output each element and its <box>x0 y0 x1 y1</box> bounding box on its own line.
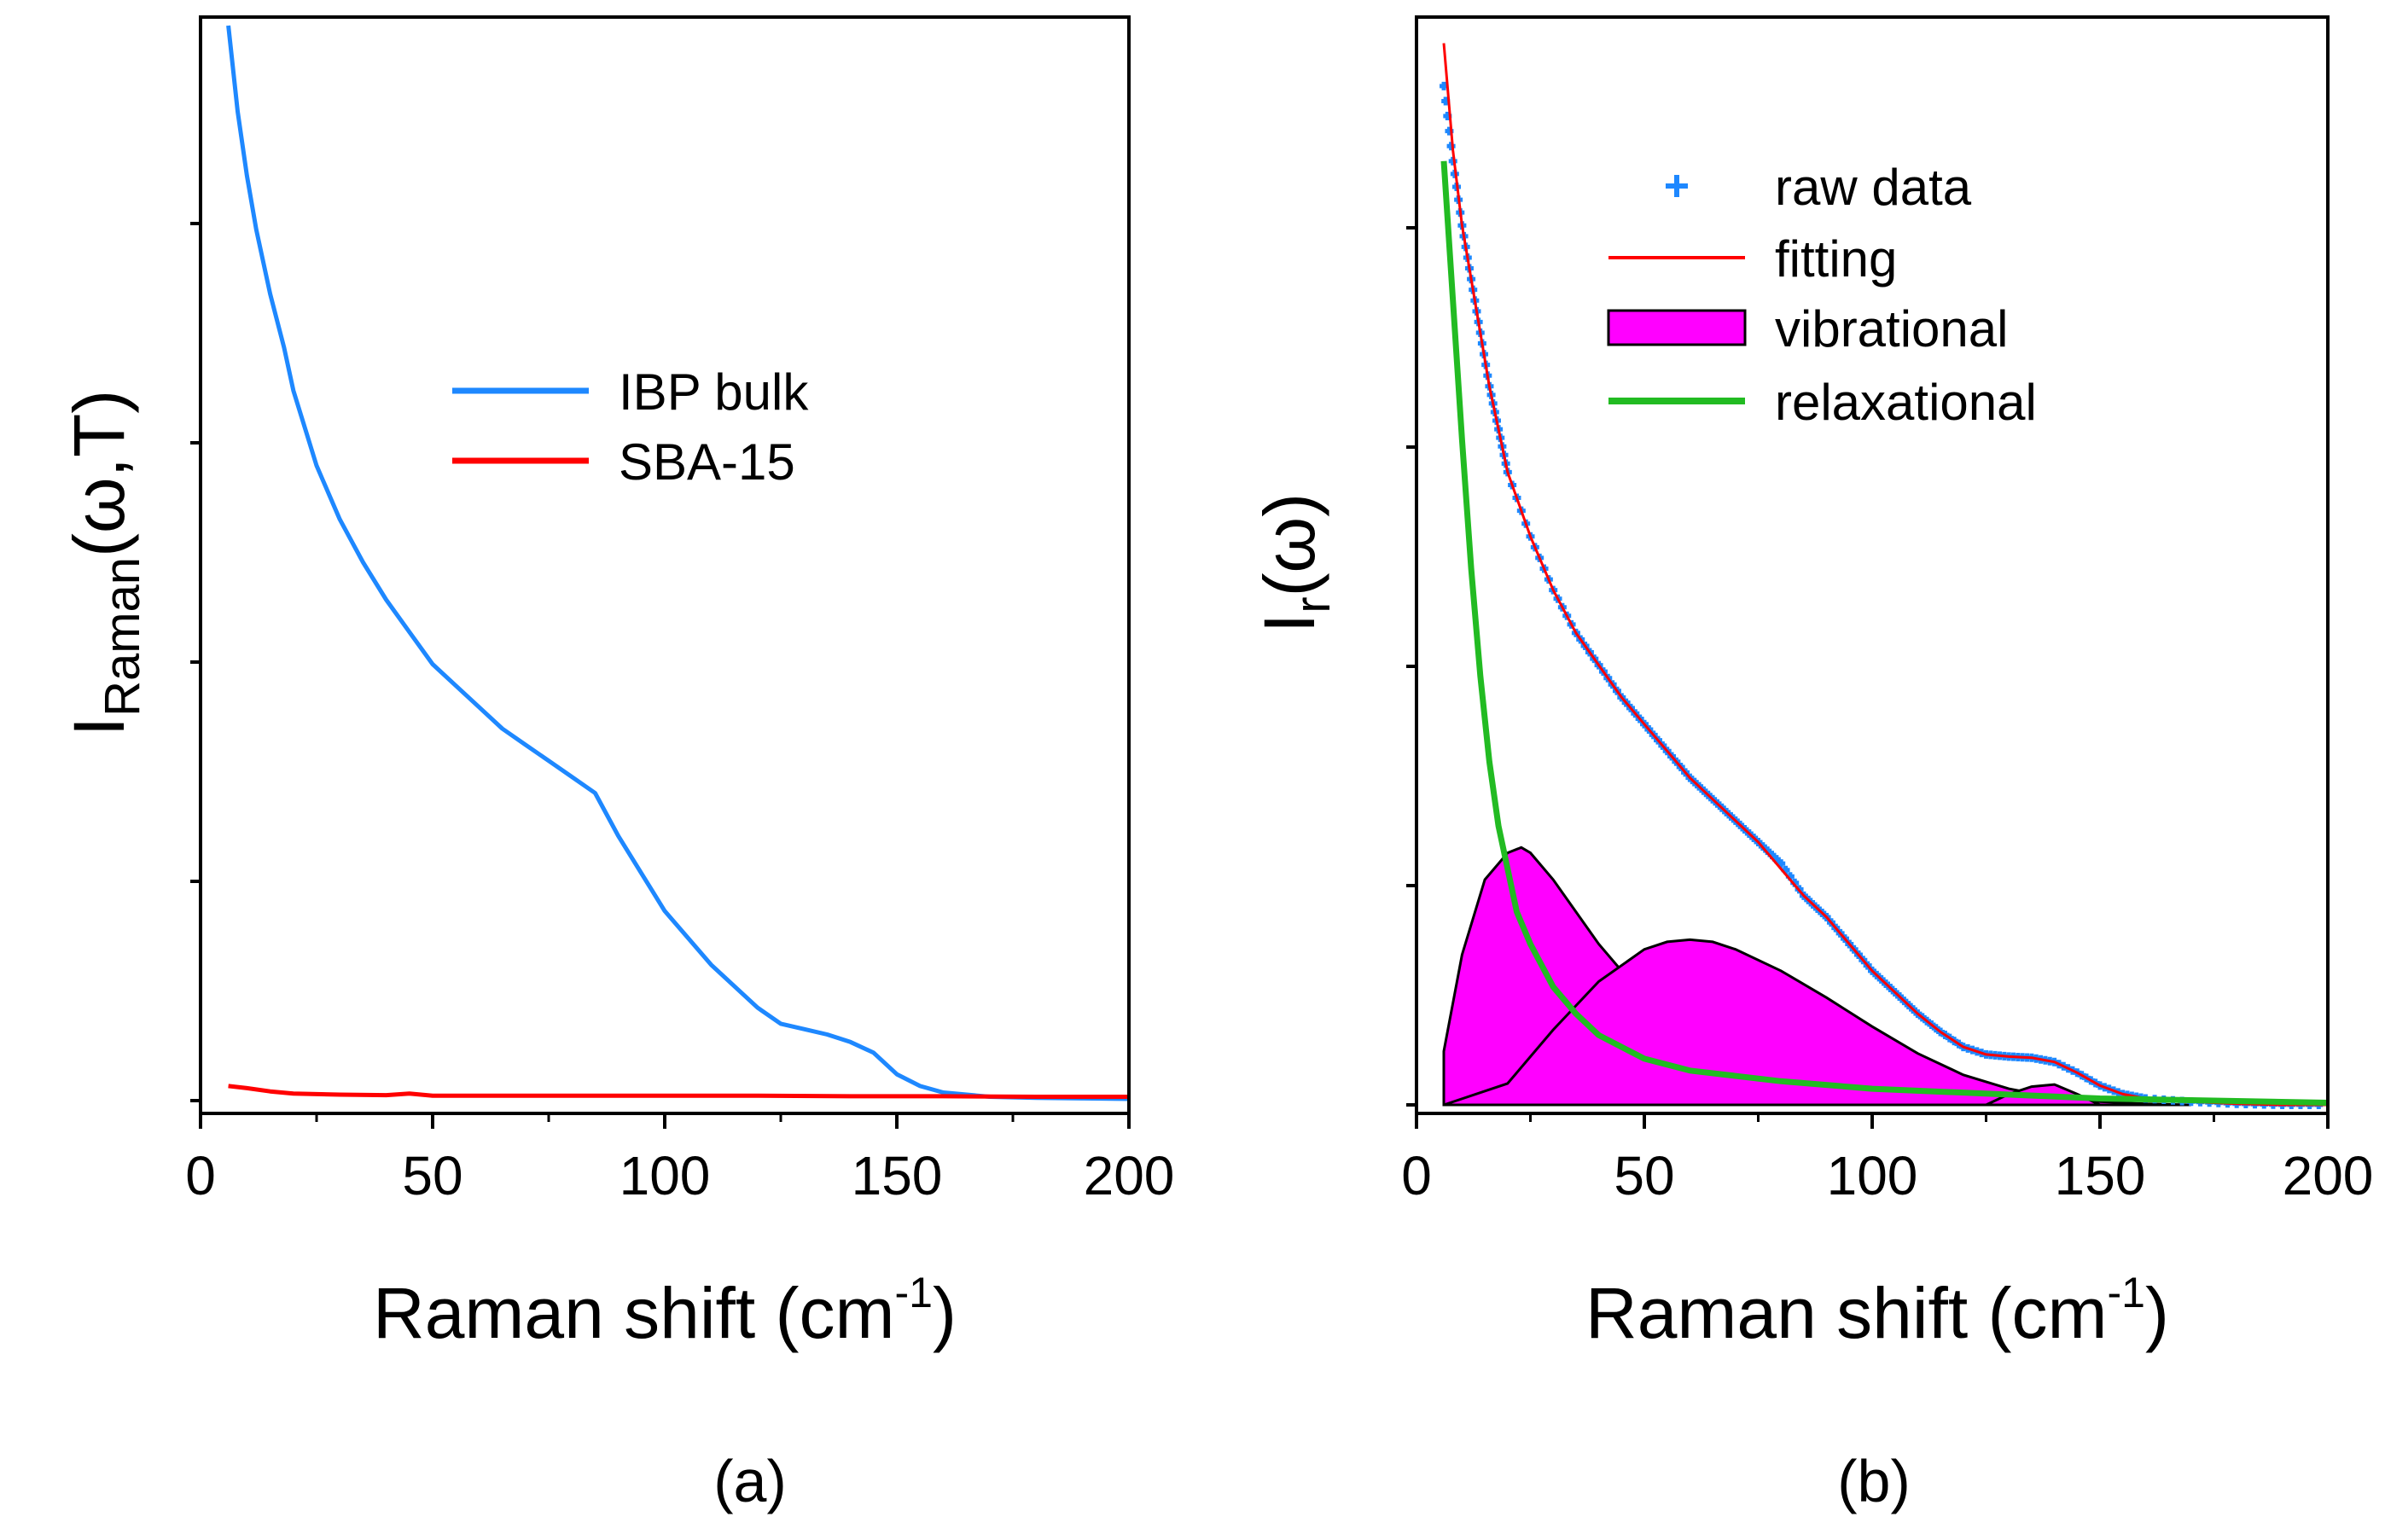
raw-data-point <box>1777 859 1786 869</box>
series-sba-15-line <box>228 1084 1129 1099</box>
legend-label-raw-data: raw data <box>1775 159 1972 216</box>
panel-b-x-tick-label: 0 <box>1401 1145 1432 1206</box>
panel-a-plot-frame <box>199 15 1131 1115</box>
panel-b-plot-data <box>1440 43 2329 1109</box>
panel-b-x-axis-label: Raman shift (cm-1) <box>1585 1269 2169 1353</box>
panel-b-legend: raw data fitting vibrational relaxationa… <box>1607 159 2037 431</box>
legend-label-relaxational: relaxational <box>1775 374 2037 431</box>
legend-label-vibrational: vibrational <box>1775 300 2009 357</box>
panel-b-x-tick-labels: 0 50 100 150 200 <box>1401 1145 2373 1206</box>
panel-b-x-tick-label: 150 <box>2055 1145 2146 1206</box>
panel-a-label: (a) <box>713 1448 787 1514</box>
series-relaxational-line <box>1440 160 2329 1106</box>
panel-a-x-tick-labels: 0 50 100 150 200 <box>185 1145 1174 1206</box>
panel-b-label: (b) <box>1837 1448 1911 1514</box>
panel-a-x-tick-label: 150 <box>852 1145 943 1206</box>
panel-b-x-tick-label: 100 <box>1827 1145 1918 1206</box>
panel-a-x-tick-label: 50 <box>402 1145 462 1206</box>
panel-a-y-axis-label: IRaman(ω,T) <box>59 390 150 737</box>
panel-a-x-tick-label: 0 <box>185 1145 216 1206</box>
panel-a-x-tick-label: 200 <box>1084 1145 1175 1206</box>
legend-label-sba-15: SBA-15 <box>619 433 795 491</box>
panel-b-ticks <box>1406 226 2330 1129</box>
panel-a: 0 50 100 150 200 Raman shift (cm-1) IRaman(ω… <box>59 15 1174 1514</box>
panel-b-y-axis-label: Ir(ω) <box>1249 493 1341 633</box>
panel-b-x-tick-label: 50 <box>1614 1145 1674 1206</box>
panel-a-plot-data <box>226 25 1130 1101</box>
panel-a-x-tick-label: 100 <box>620 1145 711 1206</box>
legend-label-ibp-bulk: IBP bulk <box>619 363 809 421</box>
legend-label-fitting: fitting <box>1775 230 1897 288</box>
panel-b-x-tick-label: 200 <box>2283 1145 2374 1206</box>
panel-a-ticks <box>190 222 1131 1129</box>
legend-swatch-vibrational <box>1607 309 1747 346</box>
legend-swatch-raw-data <box>1666 175 1688 197</box>
panel-a-x-axis-label: Raman shift (cm-1) <box>373 1269 957 1353</box>
panel-b: 0 50 100 150 200 Raman shift (cm-1) Ir(ω) (b… <box>1249 15 2373 1514</box>
series-fitting-line <box>1442 43 2328 1107</box>
panel-a-legend: IBP bulk SBA-15 <box>452 363 809 491</box>
series-ibp-bulk-line <box>226 25 1130 1101</box>
